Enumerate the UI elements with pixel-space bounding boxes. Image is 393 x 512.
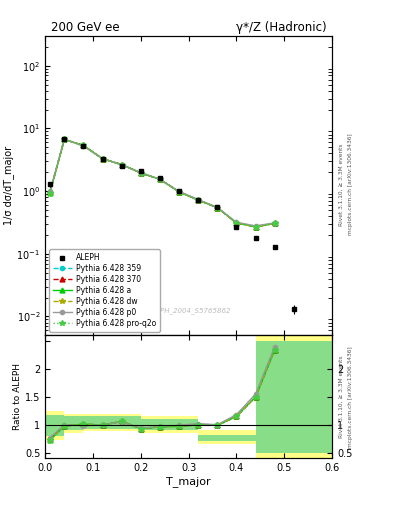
Pythia 6.428 p0 [48,188,52,194]
Pythia 6.428 pro-q2o [81,142,86,148]
Pythia 6.428 a [48,190,52,196]
Pythia 6.428 359 [253,224,258,230]
Text: 200 GeV ee: 200 GeV ee [51,22,119,34]
Pythia 6.428 dw [100,156,105,162]
Pythia 6.428 a [196,197,200,203]
Pythia 6.428 370 [215,205,220,211]
Line: Pythia 6.428 pro-q2o: Pythia 6.428 pro-q2o [47,137,277,229]
Pythia 6.428 370 [62,136,67,142]
Pythia 6.428 dw [177,189,182,195]
Line: Pythia 6.428 370: Pythia 6.428 370 [48,137,277,229]
Pythia 6.428 a [119,161,124,167]
Y-axis label: Ratio to ALEPH: Ratio to ALEPH [13,364,22,430]
Pythia 6.428 pro-q2o [272,220,277,226]
Pythia 6.428 359 [196,197,200,203]
Pythia 6.428 359 [158,176,162,182]
Line: Pythia 6.428 dw: Pythia 6.428 dw [47,137,277,229]
Pythia 6.428 p0 [215,204,220,210]
Pythia 6.428 370 [272,220,277,226]
Text: γ*/Z (Hadronic): γ*/Z (Hadronic) [236,22,326,34]
Pythia 6.428 pro-q2o [234,220,239,226]
Pythia 6.428 p0 [81,143,86,150]
Pythia 6.428 359 [100,156,105,162]
Pythia 6.428 pro-q2o [253,224,258,230]
Pythia 6.428 p0 [272,220,277,226]
Pythia 6.428 a [253,224,258,230]
Pythia 6.428 a [272,220,277,226]
Pythia 6.428 dw [215,205,220,211]
Pythia 6.428 359 [48,189,52,195]
Text: Rivet 3.1.10, ≥ 3.3M events: Rivet 3.1.10, ≥ 3.3M events [339,143,344,226]
Line: Pythia 6.428 359: Pythia 6.428 359 [48,137,277,229]
Pythia 6.428 a [62,136,67,142]
Pythia 6.428 p0 [158,176,162,182]
Pythia 6.428 370 [158,176,162,182]
Pythia 6.428 p0 [100,156,105,162]
Pythia 6.428 pro-q2o [177,189,182,195]
Pythia 6.428 370 [196,197,200,203]
Pythia 6.428 dw [158,176,162,182]
Pythia 6.428 dw [62,136,67,142]
Pythia 6.428 p0 [119,162,124,168]
Y-axis label: 1/σ dσ/dT_major: 1/σ dσ/dT_major [3,146,14,225]
Text: mcplots.cern.ch [arXiv:1306.3436]: mcplots.cern.ch [arXiv:1306.3436] [348,134,353,235]
Pythia 6.428 370 [177,188,182,195]
Pythia 6.428 359 [62,136,67,142]
Pythia 6.428 pro-q2o [62,136,67,142]
Pythia 6.428 359 [234,220,239,226]
Text: mcplots.cern.ch [arXiv:1306.3436]: mcplots.cern.ch [arXiv:1306.3436] [348,346,353,447]
Pythia 6.428 p0 [62,136,67,142]
Pythia 6.428 pro-q2o [48,190,52,196]
Pythia 6.428 359 [177,188,182,195]
Pythia 6.428 pro-q2o [196,197,200,203]
Pythia 6.428 pro-q2o [158,176,162,182]
Legend: ALEPH, Pythia 6.428 359, Pythia 6.428 370, Pythia 6.428 a, Pythia 6.428 dw, Pyth: ALEPH, Pythia 6.428 359, Pythia 6.428 37… [49,249,160,332]
Pythia 6.428 370 [119,161,124,167]
Pythia 6.428 370 [81,142,86,148]
Pythia 6.428 pro-q2o [119,161,124,167]
Pythia 6.428 dw [234,220,239,226]
Text: ALEPH_2004_S5765862: ALEPH_2004_S5765862 [147,308,230,314]
Pythia 6.428 p0 [253,223,258,229]
Pythia 6.428 a [81,142,86,148]
Pythia 6.428 359 [272,220,277,226]
Pythia 6.428 dw [48,190,52,196]
Pythia 6.428 dw [253,224,258,230]
Pythia 6.428 370 [138,170,143,176]
Pythia 6.428 359 [215,205,220,211]
Pythia 6.428 a [234,220,239,226]
Pythia 6.428 p0 [234,219,239,225]
Pythia 6.428 a [215,205,220,211]
Pythia 6.428 pro-q2o [138,170,143,176]
Pythia 6.428 pro-q2o [100,156,105,162]
Pythia 6.428 p0 [196,197,200,203]
Pythia 6.428 p0 [177,188,182,195]
Pythia 6.428 pro-q2o [215,205,220,211]
Pythia 6.428 dw [272,220,277,226]
Pythia 6.428 p0 [138,169,143,176]
Pythia 6.428 a [158,176,162,182]
Pythia 6.428 dw [119,161,124,167]
Line: Pythia 6.428 a: Pythia 6.428 a [48,137,277,229]
Pythia 6.428 dw [81,142,86,148]
Pythia 6.428 370 [253,224,258,230]
Pythia 6.428 a [100,156,105,162]
Pythia 6.428 a [177,189,182,195]
Pythia 6.428 a [138,170,143,176]
Pythia 6.428 dw [196,197,200,203]
Pythia 6.428 dw [138,170,143,176]
X-axis label: T_major: T_major [166,476,211,487]
Line: Pythia 6.428 p0: Pythia 6.428 p0 [48,137,277,228]
Pythia 6.428 370 [48,189,52,195]
Pythia 6.428 359 [81,142,86,148]
Pythia 6.428 359 [138,170,143,176]
Pythia 6.428 370 [100,156,105,162]
Pythia 6.428 359 [119,161,124,167]
Text: Rivet 3.1.10, ≥ 3.3M events: Rivet 3.1.10, ≥ 3.3M events [339,355,344,438]
Pythia 6.428 370 [234,220,239,226]
